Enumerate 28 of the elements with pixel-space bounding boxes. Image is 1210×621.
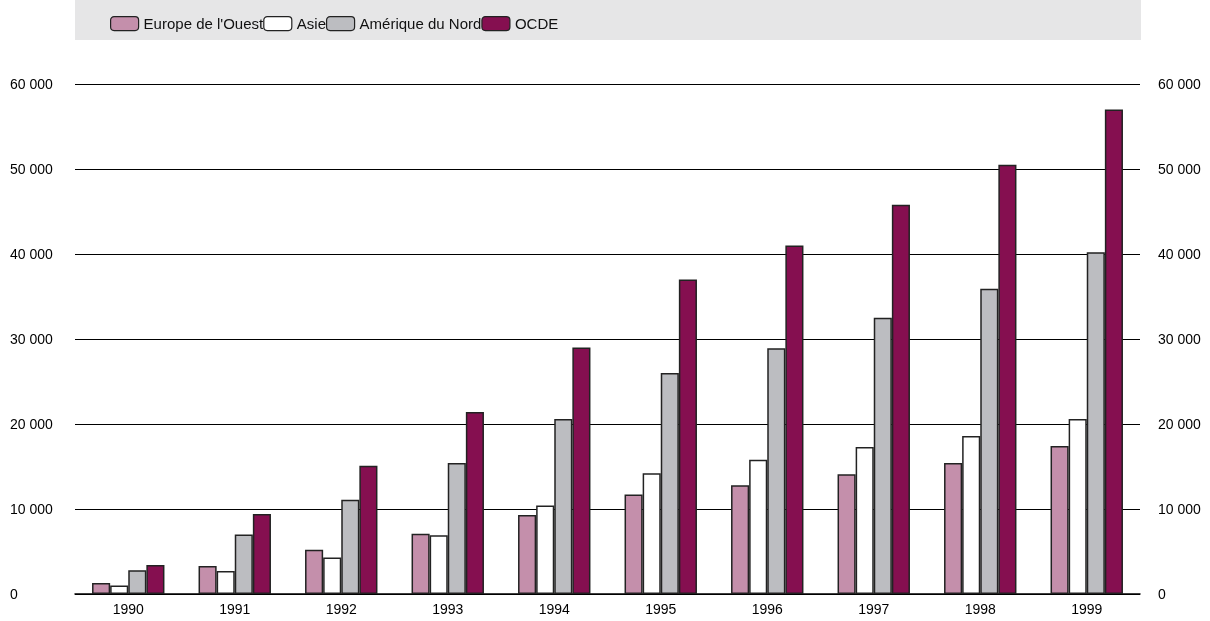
y-tick-label: 40 000	[10, 246, 54, 262]
x-tick-label: 1991	[219, 601, 251, 617]
legend-label: OCDE	[514, 15, 559, 33]
x-tick-label: 1994	[538, 601, 571, 617]
y-tick-label: 60 000	[10, 76, 54, 92]
y2-tick-label: 60 000	[1158, 76, 1202, 92]
x-tick-label: 1999	[1071, 601, 1103, 617]
y-tick-label: 20 000	[10, 416, 54, 432]
y2-tick-label: 30 000	[1158, 331, 1202, 347]
x-tick-label: 1993	[432, 601, 464, 617]
legend-label: Europe de l'Ouest	[143, 15, 265, 33]
y-tick-label: 0	[10, 586, 18, 602]
x-tick-label: 1990	[112, 601, 145, 617]
y-tick-label: 30 000	[10, 331, 54, 347]
y2-tick-label: 10 000	[1158, 501, 1202, 517]
x-tick-label: 1997	[858, 601, 890, 617]
y-tick-label: 10 000	[10, 501, 54, 517]
y2-tick-label: 50 000	[1158, 161, 1202, 177]
y2-tick-label: 40 000	[1158, 246, 1202, 262]
legend-label: Amérique du Nord	[359, 15, 482, 33]
legend-label: Asie	[296, 15, 326, 33]
y2-tick-label: 20 000	[1158, 416, 1202, 432]
x-tick-label: 1996	[751, 601, 784, 617]
x-tick-label: 1995	[645, 601, 677, 617]
x-tick-label: 1998	[964, 601, 997, 617]
x-tick-label: 1992	[325, 601, 358, 617]
y2-tick-label: 0	[1158, 586, 1166, 602]
y-tick-label: 50 000	[10, 161, 54, 177]
